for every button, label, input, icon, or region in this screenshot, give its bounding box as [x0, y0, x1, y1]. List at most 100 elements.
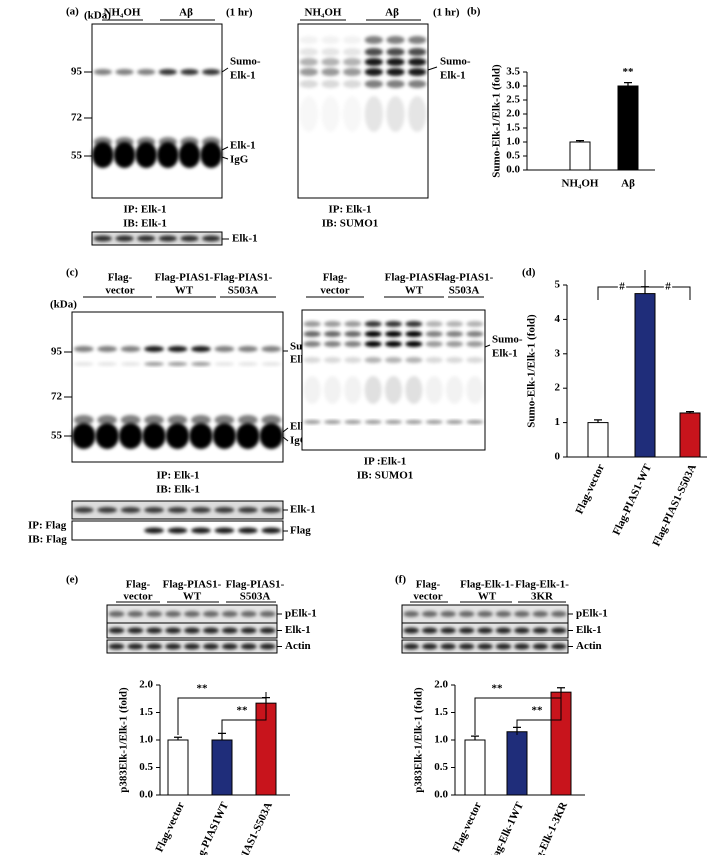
- marker: 72: [51, 391, 63, 403]
- annotation: **: [623, 66, 635, 78]
- band: [214, 362, 235, 366]
- band: [514, 627, 530, 634]
- band: [321, 80, 340, 88]
- y-axis-label: Sumo-Elk-1/Elk-1 (fold): [526, 314, 538, 428]
- y-tick-label: 0.0: [434, 789, 448, 801]
- band: [73, 415, 94, 425]
- band: [165, 627, 182, 634]
- band: [259, 611, 276, 617]
- band: [158, 69, 177, 75]
- band: [458, 643, 475, 650]
- band-label: Sumo-: [492, 334, 523, 346]
- rule: [282, 436, 289, 442]
- group: Flag-Elk-1-: [515, 579, 569, 591]
- y-axis-label: Sumo-Elk-1/Elk-1 (fold): [491, 64, 503, 178]
- band-label: Elk-1: [492, 348, 518, 360]
- band: [303, 357, 321, 363]
- bar: [464, 739, 486, 796]
- band: [425, 331, 443, 337]
- band: [466, 376, 484, 404]
- band: [364, 36, 383, 44]
- group: vector: [123, 591, 152, 603]
- band: [303, 331, 321, 337]
- band: [180, 235, 199, 242]
- group: WT: [405, 285, 424, 297]
- y-tick-label: 1.0: [434, 734, 448, 746]
- band: [120, 346, 141, 352]
- band: [180, 137, 199, 147]
- y-tick-label: 1.5: [506, 122, 520, 134]
- band: [202, 627, 219, 634]
- group: WT: [183, 591, 202, 603]
- band: [113, 142, 136, 168]
- band: [200, 142, 223, 168]
- x-tick-label: Flag-vector: [153, 800, 187, 854]
- band: [364, 420, 382, 424]
- band: [212, 423, 237, 449]
- x-tick-label: NH₄OH: [562, 178, 599, 190]
- band: [386, 36, 405, 44]
- band: [440, 611, 456, 617]
- band-label: Actin: [285, 640, 311, 652]
- annotation: **: [492, 683, 504, 695]
- band: [343, 58, 362, 66]
- band: [408, 96, 427, 132]
- band: [73, 507, 94, 513]
- band: [261, 507, 282, 513]
- band: [384, 341, 403, 347]
- group: Flag-: [108, 272, 133, 284]
- y-tick-label: 0.5: [139, 761, 153, 773]
- band-label: Elk-1: [232, 233, 258, 245]
- panel-label: (d): [522, 267, 536, 279]
- band: [343, 80, 362, 88]
- band: [165, 423, 190, 449]
- band: [421, 627, 438, 634]
- band: [240, 611, 257, 617]
- group: vector: [320, 285, 349, 297]
- y-tick-label: 2: [555, 382, 561, 394]
- band: [237, 346, 258, 352]
- band: [364, 357, 382, 363]
- ip: IP: Elk-1: [156, 470, 199, 482]
- band: [445, 357, 464, 363]
- band: [191, 527, 211, 534]
- band: [214, 415, 235, 425]
- band: [127, 643, 144, 650]
- band: [364, 58, 383, 66]
- band: [408, 36, 427, 44]
- group: Flag-Elk-1-: [460, 579, 514, 591]
- band: [321, 48, 340, 56]
- band: [343, 36, 362, 44]
- group: S503A: [240, 591, 271, 603]
- band: [202, 643, 219, 650]
- band: [551, 643, 567, 650]
- y-tick-label: 5: [555, 279, 561, 291]
- band: [425, 357, 443, 363]
- band: [259, 643, 276, 650]
- error-bar: [624, 82, 632, 86]
- annotation: **: [237, 705, 249, 717]
- band: [321, 68, 340, 76]
- band-label: Sumo-: [230, 56, 261, 68]
- group: Flag-PIAS1-: [226, 579, 285, 591]
- band: [74, 528, 94, 534]
- bracket: [644, 270, 691, 300]
- rule: [221, 156, 229, 160]
- band-label: Actin: [576, 640, 602, 652]
- band: [127, 627, 144, 634]
- panel-label: (a): [66, 6, 79, 18]
- band: [303, 420, 321, 424]
- band: [158, 137, 177, 147]
- band: [167, 346, 188, 352]
- band: [115, 235, 134, 242]
- time: (1 hr): [433, 7, 460, 19]
- band: [384, 321, 403, 327]
- band: [403, 611, 419, 617]
- band: [343, 68, 362, 76]
- band: [421, 611, 438, 617]
- band: [92, 142, 114, 168]
- band-label: pElk-1: [285, 608, 317, 620]
- band: [323, 420, 342, 424]
- band: [135, 142, 158, 168]
